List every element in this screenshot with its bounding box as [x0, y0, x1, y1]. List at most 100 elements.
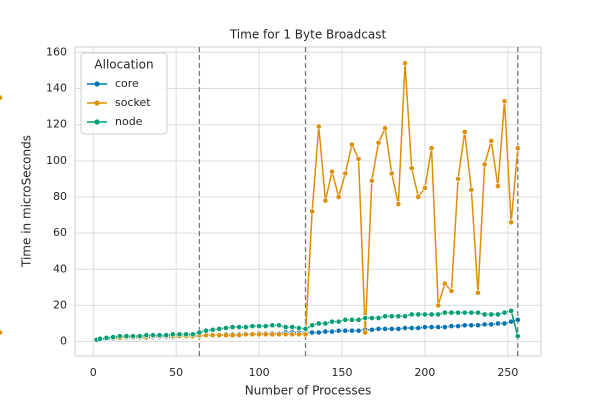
data-point — [103, 335, 110, 341]
data-point — [256, 323, 262, 330]
data-point — [435, 302, 442, 309]
data-point — [461, 322, 468, 329]
data-point — [388, 313, 395, 320]
data-point — [216, 332, 223, 339]
legend-marker — [94, 81, 100, 87]
data-point — [183, 331, 190, 338]
data-point — [256, 331, 262, 338]
data-point — [223, 332, 229, 339]
data-point — [375, 315, 382, 321]
data-point — [309, 208, 316, 215]
data-point — [402, 325, 408, 331]
data-point — [150, 332, 156, 339]
data-point — [229, 332, 236, 339]
data-point — [488, 138, 495, 144]
data-point — [501, 320, 508, 327]
legend-label: socket — [115, 96, 151, 109]
data-point — [242, 331, 249, 338]
data-point — [501, 98, 508, 105]
x-axis-label: Number of Processes — [245, 384, 372, 398]
data-point — [169, 331, 176, 338]
data-point — [422, 324, 428, 330]
data-point — [441, 324, 448, 330]
data-point — [415, 325, 422, 331]
y-tick-label: 20 — [53, 298, 67, 311]
data-point — [428, 311, 435, 318]
data-point — [475, 322, 481, 329]
data-point — [322, 320, 329, 327]
data-point — [295, 331, 302, 338]
x-tick-label: 0 — [90, 366, 97, 379]
data-point — [408, 165, 415, 171]
data-point — [176, 331, 183, 338]
data-point — [448, 323, 455, 330]
legend-label: node — [115, 115, 143, 128]
data-point — [468, 186, 475, 193]
data-point — [156, 332, 163, 339]
data-point — [289, 324, 296, 330]
data-point — [408, 311, 415, 318]
data-point — [249, 331, 256, 338]
data-point — [388, 170, 395, 177]
data-point — [508, 219, 515, 226]
data-point — [216, 325, 223, 332]
data-point — [136, 333, 143, 340]
data-point — [375, 139, 382, 146]
data-point — [475, 289, 481, 296]
data-point — [368, 177, 375, 184]
x-tick-label: 50 — [169, 366, 183, 379]
y-tick-label: 80 — [53, 190, 67, 203]
data-point — [209, 326, 216, 333]
data-point — [0, 94, 3, 101]
data-point — [402, 313, 408, 320]
data-point — [0, 329, 3, 336]
data-point — [315, 320, 322, 327]
data-point — [428, 324, 435, 330]
y-tick-label: 0 — [60, 335, 67, 348]
data-point — [322, 328, 329, 335]
data-point — [461, 129, 468, 135]
data-point — [382, 313, 389, 320]
data-point — [455, 176, 461, 182]
data-point — [262, 323, 269, 330]
data-point — [342, 316, 349, 323]
data-point — [488, 321, 495, 328]
legend: Allocation core socket node — [80, 52, 168, 135]
data-point — [236, 324, 243, 330]
data-point — [349, 141, 355, 148]
data-point — [335, 318, 342, 325]
data-point — [282, 331, 289, 338]
data-point — [269, 322, 276, 329]
legend-marker — [94, 100, 100, 106]
x-tick-label: 100 — [249, 366, 270, 379]
data-point — [408, 325, 415, 331]
data-point — [342, 327, 349, 334]
data-point — [362, 329, 369, 336]
data-point — [428, 145, 435, 152]
data-point — [461, 309, 468, 316]
data-point — [514, 333, 521, 340]
data-point — [116, 333, 123, 340]
data-point — [302, 331, 309, 338]
data-point — [494, 183, 501, 190]
x-tick-label: 200 — [414, 366, 435, 379]
y-tick-label: 60 — [53, 226, 67, 239]
data-point — [415, 311, 422, 318]
data-point — [262, 331, 269, 338]
data-point — [494, 311, 501, 318]
data-point — [196, 329, 203, 336]
data-point — [362, 315, 369, 321]
data-point — [468, 309, 475, 316]
data-point — [395, 201, 402, 208]
y-axis-label: Time in microSeconds — [20, 135, 34, 268]
data-point — [349, 327, 355, 334]
chart-title: Time for 1 Byte Broadcast — [229, 28, 387, 42]
data-point — [289, 331, 296, 338]
data-point — [276, 322, 282, 329]
legend-label: core — [115, 77, 139, 90]
data-point — [315, 123, 322, 130]
data-point — [402, 60, 408, 67]
data-point — [242, 324, 249, 330]
data-point — [295, 325, 302, 331]
